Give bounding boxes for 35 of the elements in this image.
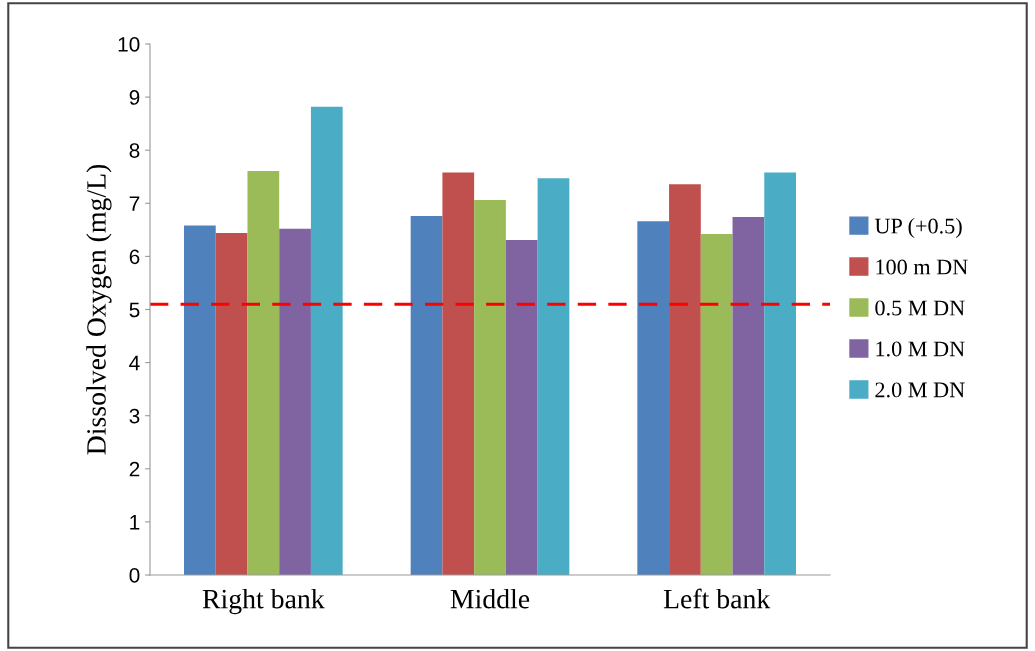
bar <box>247 170 280 575</box>
bar <box>184 225 216 575</box>
bar <box>700 234 733 575</box>
y-tick-label: 9 <box>129 90 140 105</box>
bar <box>669 184 701 575</box>
y-tick-label: 8 <box>129 143 140 158</box>
y-tick-label: 6 <box>129 249 140 265</box>
y-tick-label: 1 <box>130 515 140 530</box>
legend-label: 0.5 M DN <box>875 300 965 316</box>
bar <box>537 178 570 575</box>
bar <box>764 172 796 575</box>
x-tick-label: Left bank <box>663 588 771 609</box>
bar <box>310 106 343 575</box>
y-tick-label: 2 <box>129 461 140 477</box>
bar <box>215 233 248 575</box>
bar <box>279 228 311 575</box>
y-tick-label: 0 <box>129 568 140 583</box>
bar <box>505 239 538 575</box>
x-tick-label: Right bank <box>202 588 325 615</box>
y-axis-title: Dissolved Oxygen (mg/L) <box>86 164 112 455</box>
y-tick-label: 10 <box>118 37 140 52</box>
y-tick-label: 7 <box>129 196 140 211</box>
legend-label: 2.0 M DN <box>875 382 965 398</box>
y-tick-label: 4 <box>129 355 140 371</box>
x-tick-label: Middle <box>450 588 530 609</box>
bar <box>732 217 765 575</box>
bar <box>474 200 506 575</box>
bar <box>637 221 670 575</box>
bar <box>442 172 475 575</box>
y-tick-label: 3 <box>129 408 140 424</box>
legend-label: 1.0 M DN <box>876 341 965 357</box>
bar <box>410 216 443 575</box>
y-tick-label: 5 <box>129 302 140 318</box>
legend-label: 100 m DN <box>876 259 968 275</box>
legend-label: UP (+0.5) <box>874 217 962 239</box>
